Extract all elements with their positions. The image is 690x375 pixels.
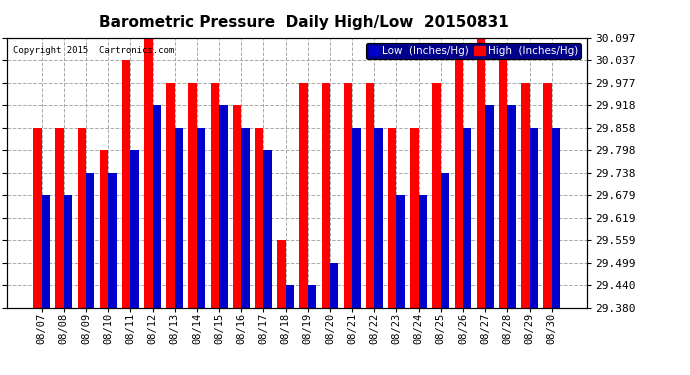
Bar: [330, 263, 338, 308]
Bar: [397, 195, 405, 308]
Bar: [175, 128, 183, 308]
Bar: [529, 128, 538, 308]
Bar: [299, 83, 308, 308]
Bar: [241, 128, 250, 308]
Bar: [433, 83, 441, 308]
Bar: [507, 105, 516, 308]
Bar: [455, 60, 463, 308]
Bar: [130, 150, 139, 308]
Bar: [64, 195, 72, 308]
Bar: [86, 173, 95, 308]
Bar: [233, 105, 241, 308]
Bar: [219, 105, 228, 308]
Legend: Low  (Inches/Hg), High  (Inches/Hg): Low (Inches/Hg), High (Inches/Hg): [366, 43, 581, 59]
Bar: [264, 150, 272, 308]
Bar: [441, 173, 449, 308]
Bar: [152, 105, 161, 308]
Bar: [188, 83, 197, 308]
Bar: [166, 83, 175, 308]
Text: Barometric Pressure  Daily High/Low  20150831: Barometric Pressure Daily High/Low 20150…: [99, 15, 509, 30]
Bar: [552, 128, 560, 308]
Text: Copyright 2015  Cartronics.com: Copyright 2015 Cartronics.com: [12, 46, 174, 55]
Bar: [411, 128, 419, 308]
Bar: [33, 128, 41, 308]
Bar: [108, 173, 117, 308]
Bar: [388, 128, 397, 308]
Bar: [366, 83, 374, 308]
Bar: [210, 83, 219, 308]
Bar: [286, 285, 294, 308]
Bar: [144, 38, 152, 308]
Bar: [55, 128, 64, 308]
Bar: [352, 128, 361, 308]
Bar: [122, 60, 130, 308]
Bar: [255, 128, 264, 308]
Bar: [100, 150, 108, 308]
Bar: [485, 105, 493, 308]
Bar: [77, 128, 86, 308]
Bar: [308, 285, 316, 308]
Bar: [344, 83, 352, 308]
Bar: [521, 83, 529, 308]
Bar: [277, 240, 286, 308]
Bar: [197, 128, 206, 308]
Bar: [419, 195, 427, 308]
Bar: [499, 60, 507, 308]
Bar: [463, 128, 471, 308]
Bar: [322, 83, 330, 308]
Bar: [374, 128, 383, 308]
Bar: [543, 83, 552, 308]
Bar: [41, 195, 50, 308]
Bar: [477, 38, 485, 308]
